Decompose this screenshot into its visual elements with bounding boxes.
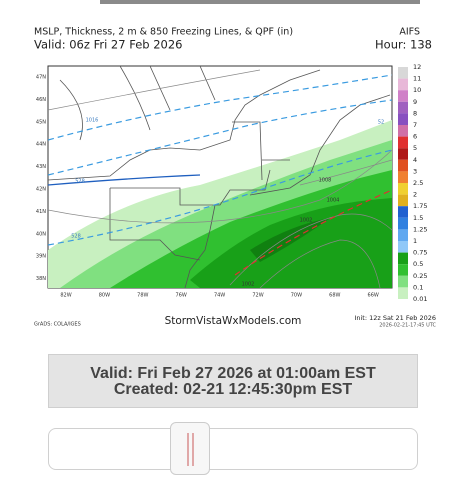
- colorbar-swatch: [398, 241, 408, 253]
- colorbar-label: 9: [413, 98, 417, 106]
- lon-label: 74W: [214, 293, 225, 299]
- lon-label: 78W: [137, 293, 148, 299]
- colorbar-label: 2: [413, 191, 417, 199]
- info-box: Valid: Fri Feb 27 2026 at 01:00am EST Cr…: [48, 354, 418, 408]
- credit: GrADS: COLA/IGES: [34, 322, 81, 328]
- contour-label: 1008: [319, 178, 332, 184]
- colorbar-label: 11: [413, 75, 421, 83]
- colorbar-swatch: [398, 229, 408, 241]
- colorbar-swatch: [398, 287, 408, 299]
- slider-thumb[interactable]: [170, 422, 210, 475]
- lat-label: 43N: [36, 164, 46, 170]
- colorbar-label: 8: [413, 109, 417, 117]
- colorbar-label: 0.1: [413, 283, 423, 291]
- colorbar-swatch: [398, 78, 408, 91]
- colorbar-label: 1: [413, 237, 417, 245]
- lon-label: 68W: [329, 293, 340, 299]
- colorbar-label: 0.25: [413, 272, 427, 280]
- lon-label: 76W: [176, 293, 187, 299]
- colorbar-label: 10: [413, 86, 421, 94]
- info-valid: Valid: Fri Feb 27 2026 at 01:00am EST: [90, 365, 376, 382]
- colorbar-swatch: [398, 264, 408, 276]
- contour-label: 1016: [86, 118, 99, 124]
- colorbar-swatch: [398, 113, 408, 125]
- colorbar-label: 3: [413, 167, 417, 175]
- contour-label: 1004: [327, 198, 340, 204]
- colorbar-swatch: [398, 159, 408, 172]
- colorbar-label: 6: [413, 133, 417, 141]
- colorbar-swatch: [398, 67, 408, 79]
- lat-label: 46N: [36, 97, 46, 103]
- lat-label: 42N: [36, 187, 46, 193]
- model-name: AIFS: [399, 27, 420, 38]
- colorbar-swatch: [398, 194, 408, 207]
- map-title: MSLP, Thickness, 2 m & 850 Freezing Line…: [34, 27, 293, 38]
- colorbar-swatch: [398, 183, 408, 195]
- contour-label: 52: [378, 120, 384, 126]
- lat-label: 45N: [36, 119, 46, 125]
- contour-label: 1002: [300, 218, 313, 224]
- lon-label: 66W: [368, 293, 379, 299]
- lat-label: 39N: [36, 254, 46, 260]
- generated-time: 2026-02-21-17:45 UTC: [379, 323, 436, 329]
- colorbar-label: 2.5: [413, 179, 423, 187]
- init-time: Init: 12z Sat 21 Feb 2026: [354, 314, 436, 322]
- colorbar-label: 1.5: [413, 214, 423, 222]
- colorbar-swatch: [398, 101, 408, 114]
- lat-label: 41N: [36, 209, 46, 215]
- weather-map: MSLP, Thickness, 2 m & 850 Freezing Line…: [34, 27, 437, 329]
- top-bar: [100, 0, 420, 4]
- colorbar-label: 7: [413, 121, 417, 129]
- colorbar-label: 1.25: [413, 225, 427, 233]
- contour-label: 528: [75, 179, 85, 185]
- map-frame: [47, 65, 393, 289]
- time-slider[interactable]: [48, 428, 418, 470]
- colorbar-swatch: [398, 136, 408, 149]
- contour-label: 1002: [242, 282, 255, 288]
- site-name: StormVistaWxModels.com: [165, 315, 302, 327]
- colorbar-swatch: [398, 125, 408, 137]
- info-created: Created: 02-21 12:45:30pm EST: [113, 381, 353, 398]
- colorbar-label: 0.01: [413, 295, 427, 303]
- lon-label: 70W: [291, 293, 302, 299]
- colorbar-label: 0.75: [413, 249, 427, 257]
- colorbar-swatch: [398, 148, 408, 160]
- colorbar-swatch: [398, 90, 408, 102]
- colorbar-label: 4: [413, 156, 417, 164]
- lat-label: 44N: [36, 142, 46, 148]
- contour-label: 528: [71, 234, 81, 240]
- valid-time: Valid: 06z Fri 27 Feb 2026: [34, 38, 183, 52]
- colorbar-swatch: [398, 252, 408, 265]
- colorbar-swatch: [398, 206, 408, 218]
- colorbar-swatch: [398, 171, 408, 183]
- lon-label: 80W: [99, 293, 110, 299]
- forecast-hour: Hour: 138: [375, 38, 432, 52]
- lat-label: 40N: [36, 231, 46, 237]
- lat-label: 47N: [36, 75, 46, 81]
- lon-label: 82W: [60, 293, 71, 299]
- colorbar-label: 0.5: [413, 260, 423, 268]
- colorbar-swatch: [398, 275, 408, 288]
- colorbar-label: 12: [413, 63, 421, 71]
- lat-label: 38N: [36, 276, 46, 282]
- colorbar-swatch: [398, 217, 408, 230]
- colorbar-label: 1.75: [413, 202, 427, 210]
- colorbar-label: 5: [413, 144, 417, 152]
- lon-label: 72W: [252, 293, 263, 299]
